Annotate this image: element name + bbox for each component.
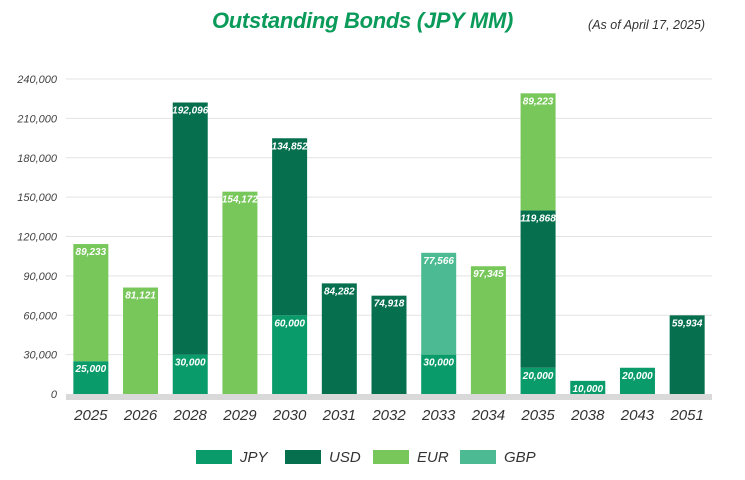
x-tick-label: 2033 xyxy=(421,407,456,424)
bar-2043-jpy xyxy=(619,367,655,394)
legend-label-jpy: JPY xyxy=(239,449,269,466)
bar-2035-jpy xyxy=(520,367,556,394)
data-label: 30,000 xyxy=(423,358,454,369)
y-tick-label: 120,000 xyxy=(17,232,58,244)
legend-label-gbp: GBP xyxy=(504,449,536,466)
data-label: 77,566 xyxy=(423,256,454,267)
y-tick-label: 240,000 xyxy=(16,74,58,86)
bar-2030-usd xyxy=(272,138,308,316)
bar-2028-jpy xyxy=(172,354,208,394)
data-label: 154,172 xyxy=(222,195,259,206)
bar-2051-usd xyxy=(669,315,705,394)
bar-2035-eur xyxy=(520,93,556,211)
data-label: 20,000 xyxy=(621,371,653,382)
data-label: 97,345 xyxy=(473,269,504,280)
x-tick-label: 2029 xyxy=(222,407,257,424)
data-label: 59,934 xyxy=(672,318,703,329)
x-tick-label: 2032 xyxy=(371,407,406,424)
chart-title: Outstanding Bonds (JPY MM) xyxy=(211,8,513,33)
bar-2032-usd xyxy=(371,295,407,394)
data-label: 119,868 xyxy=(520,213,556,224)
x-tick-label: 2030 xyxy=(272,407,307,424)
x-tick-label: 2026 xyxy=(123,407,158,424)
data-label: 192,096 xyxy=(172,105,209,116)
data-label: 89,233 xyxy=(76,247,107,258)
as-of-date: (As of April 17, 2025) xyxy=(588,18,705,32)
y-tick-label: 210,000 xyxy=(16,113,58,125)
bar-2030-jpy xyxy=(272,315,308,394)
x-tick-label: 2034 xyxy=(471,407,505,424)
bar-2025-jpy xyxy=(73,361,109,394)
x-tick-label: 2028 xyxy=(173,407,208,424)
y-tick-label: 60,000 xyxy=(23,310,58,322)
bar-2026-eur xyxy=(123,287,159,394)
legend-swatch-gbp xyxy=(460,450,496,464)
x-axis: 2025 2026 2028 2029 2030 2031 2032 2033 2034 2035… xyxy=(66,394,712,424)
bar-2033-gbp xyxy=(421,252,457,355)
y-tick-label: 30,000 xyxy=(23,350,58,362)
data-label: 134,852 xyxy=(272,141,309,152)
bar-2025-eur xyxy=(73,244,109,362)
data-label: 81,121 xyxy=(125,291,156,302)
legend-label-eur: EUR xyxy=(417,449,449,466)
data-label: 60,000 xyxy=(274,318,305,329)
bar-2038-jpy xyxy=(570,380,606,394)
x-tick-label: 2051 xyxy=(669,407,703,424)
legend-swatch-jpy xyxy=(196,450,232,464)
legend-swatch-eur xyxy=(373,450,409,464)
x-tick-label: 2035 xyxy=(520,407,555,424)
legend-label-usd: USD xyxy=(329,449,361,466)
legend: JPY USD EUR GBP xyxy=(196,449,536,466)
bar-2033-jpy xyxy=(421,354,457,394)
bar-2029-eur xyxy=(222,191,258,394)
y-axis: 0 30,000 60,000 90,000 120,000 150,000 180,000… xyxy=(16,74,58,401)
legend-swatch-usd xyxy=(285,450,321,464)
data-label: 25,000 xyxy=(75,364,107,375)
x-tick-label: 2038 xyxy=(570,407,605,424)
bar-2028-usd xyxy=(172,102,208,355)
bar-2035-usd xyxy=(520,210,556,368)
y-tick-label: 0 xyxy=(51,389,58,401)
y-tick-label: 90,000 xyxy=(23,271,58,283)
x-tick-label: 2043 xyxy=(620,407,655,424)
y-tick-label: 150,000 xyxy=(17,192,58,204)
x-tick-label: 2025 xyxy=(73,407,108,424)
data-label: 84,282 xyxy=(324,286,355,297)
y-tick-label: 180,000 xyxy=(17,153,58,165)
data-label: 20,000 xyxy=(522,371,554,382)
data-label: 74,918 xyxy=(374,299,405,310)
x-axis-baseline xyxy=(66,394,712,400)
bars xyxy=(73,93,705,394)
x-tick-label: 2031 xyxy=(322,407,356,424)
data-label: 10,000 xyxy=(572,384,603,395)
data-label: 89,223 xyxy=(523,96,554,107)
data-label: 30,000 xyxy=(175,358,206,369)
bar-2034-eur xyxy=(470,266,506,394)
bar-2031-usd xyxy=(321,283,357,394)
data-labels: 25,000 89,233 81,121 30,000 192,096 154,172 60… xyxy=(75,96,703,395)
